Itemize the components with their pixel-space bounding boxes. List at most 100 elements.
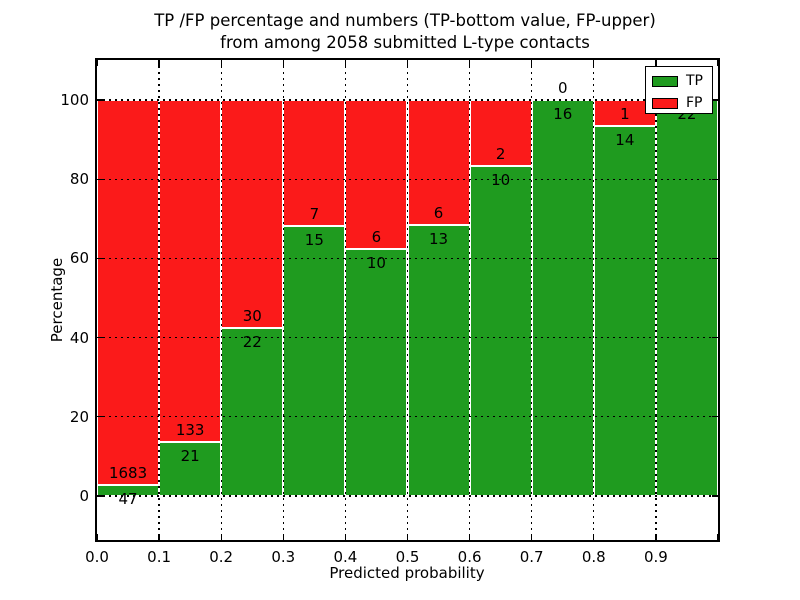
y-tick-mark-right: [712, 336, 718, 339]
tp-count-label: 21: [180, 447, 200, 465]
y-tick-mark-right: [712, 178, 718, 180]
bar-tp-segment: [655, 100, 718, 496]
y-tick-mark-right: [712, 416, 718, 418]
x-tick-mark: [468, 534, 471, 540]
bar-tp-segment: [345, 248, 408, 496]
x-tick-mark: [593, 534, 595, 540]
x-tick-mark-top: [406, 60, 409, 66]
x-tick-label: 0.5: [395, 548, 420, 566]
x-tick-mark: [158, 534, 160, 540]
bar-fp-segment: [345, 100, 408, 249]
gridline-vertical: [468, 60, 471, 540]
chart-title-line2: from among 2058 submitted L-type contact…: [220, 33, 590, 52]
gridline-vertical: [655, 60, 657, 540]
gridline-vertical: [344, 60, 347, 540]
y-tick-mark: [97, 178, 103, 180]
x-tick-mark: [282, 534, 284, 540]
bar-fp-segment: [407, 100, 470, 226]
legend: TP FP: [645, 66, 713, 114]
gridline-vertical: [282, 60, 284, 540]
fp-count-label: 133: [175, 421, 205, 439]
fp-count-label: 6: [433, 204, 444, 223]
x-tick-label: 0.2: [209, 548, 234, 566]
x-tick-label: 0.4: [333, 548, 358, 566]
y-tick-mark: [97, 495, 103, 497]
x-tick-label: 0.1: [147, 548, 172, 566]
bar-fp-segment: [469, 100, 532, 166]
gridline-vertical: [406, 60, 409, 540]
fp-count-label: 30: [242, 307, 262, 326]
gridline-vertical: [220, 60, 222, 540]
x-tick-mark: [220, 534, 222, 540]
tp-count-label: 16: [553, 105, 573, 123]
tp-count-label: 15: [304, 231, 324, 249]
gridline-vertical: [593, 60, 595, 540]
y-tick-mark: [97, 336, 103, 339]
y-tick-label: 60: [69, 249, 89, 268]
tp-count-label: 10: [366, 253, 386, 272]
y-tick-mark-right: [712, 257, 718, 260]
y-tick-mark: [97, 99, 103, 101]
y-tick-label: 40: [69, 328, 89, 347]
tp-count-label: 13: [429, 230, 449, 249]
x-tick-label: 0.6: [457, 548, 482, 566]
y-tick-label: 80: [69, 170, 89, 189]
x-tick-mark-top: [655, 60, 657, 66]
tp-count-label: 47: [118, 490, 138, 509]
bar-tp-segment: [531, 100, 594, 496]
x-tick-mark-top: [158, 60, 160, 66]
y-tick-label: 100: [60, 91, 89, 109]
x-tick-mark-top: [531, 60, 533, 66]
x-axis-label: Predicted probability: [329, 564, 485, 582]
x-tick-mark-top: [717, 60, 718, 66]
x-tick-mark: [717, 534, 718, 540]
legend-row-tp: TP: [646, 70, 712, 92]
fp-count-label: 0: [557, 79, 568, 97]
y-tick-mark: [97, 257, 103, 260]
x-tick-label: 0.0: [85, 548, 109, 566]
legend-swatch-fp: [652, 97, 678, 109]
bar-tp-segment: [469, 166, 532, 496]
x-tick-mark: [344, 534, 347, 540]
x-tick-mark-top: [282, 60, 284, 66]
legend-swatch-tp: [652, 75, 678, 87]
x-tick-mark: [655, 534, 657, 540]
bar-tp-segment: [283, 226, 346, 496]
x-tick-mark: [531, 534, 533, 540]
y-tick-mark-right: [712, 99, 718, 101]
fp-count-label: 6: [371, 227, 382, 246]
fp-count-label: 1: [620, 105, 630, 124]
y-tick-mark-right: [712, 495, 718, 497]
chart-title: TP /FP percentage and numbers (TP-bottom…: [5, 10, 800, 54]
gridline-vertical: [531, 60, 533, 540]
x-tick-mark: [97, 534, 98, 540]
plot-area: 168347133213022715610613210016114022: [97, 60, 718, 540]
y-tick-label: 0: [79, 487, 89, 505]
legend-label-tp: TP: [686, 73, 703, 89]
legend-label-fp: FP: [686, 95, 703, 111]
bar-fp-segment: [159, 100, 222, 442]
x-tick-mark-top: [593, 60, 595, 66]
y-axis-label: Percentage: [48, 257, 66, 343]
tp-count-label: 10: [491, 171, 511, 189]
tp-count-label: 14: [615, 131, 635, 150]
x-tick-label: 0.8: [581, 548, 606, 566]
x-tick-mark-top: [468, 60, 471, 66]
x-tick-mark-top: [97, 60, 98, 66]
fp-count-label: 1683: [108, 464, 148, 483]
bar-tp-segment: [407, 225, 470, 496]
x-tick-label: 0.3: [271, 548, 296, 566]
x-tick-mark-top: [344, 60, 347, 66]
bar-fp-segment: [283, 100, 346, 226]
gridline-vertical: [158, 60, 160, 540]
y-tick-mark: [97, 416, 103, 418]
x-tick-label: 0.9: [643, 548, 668, 566]
bar-tp-segment: [221, 328, 284, 496]
x-tick-mark-top: [220, 60, 222, 66]
chart-title-line1: TP /FP percentage and numbers (TP-bottom…: [154, 11, 656, 30]
bar-tp-segment: [593, 126, 656, 496]
x-tick-label: 0.7: [519, 548, 544, 566]
fp-count-label: 2: [495, 145, 506, 163]
y-tick-label: 20: [69, 407, 89, 426]
tp-count-label: 22: [242, 333, 262, 352]
